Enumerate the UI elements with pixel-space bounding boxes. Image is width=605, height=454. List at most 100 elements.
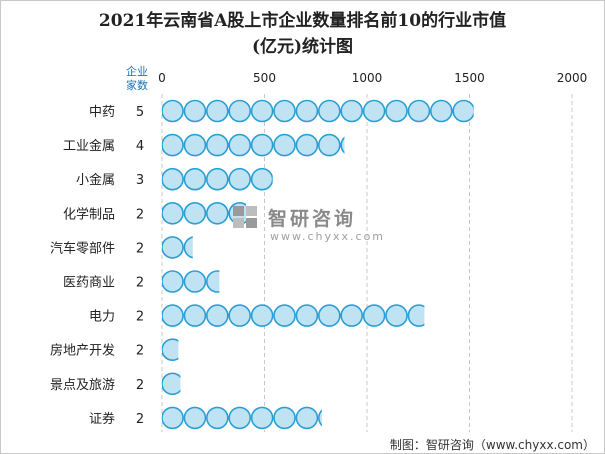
bar-circle-mark	[228, 99, 251, 123]
company-count: 2	[136, 276, 144, 291]
data-bar	[162, 372, 181, 396]
data-bar	[162, 133, 345, 157]
bar-circle-mark	[183, 133, 207, 157]
bar-circle-mark	[228, 133, 251, 157]
company-count: 2	[136, 241, 144, 256]
bar-circle-mark	[295, 406, 319, 430]
company-count: 2	[136, 378, 144, 393]
data-bar	[162, 406, 322, 430]
bar-circle-mark	[295, 99, 319, 123]
bar-circle-mark	[183, 406, 207, 430]
watermark-url: www.chyxx.com	[270, 230, 386, 243]
chart-title: 2021年云南省A股上市企业数量排名前10的行业市值 (亿元)统计图	[0, 8, 605, 60]
data-bar	[162, 338, 179, 361]
bar-circle-mark	[385, 304, 408, 327]
bar-circle-mark	[429, 99, 453, 123]
company-count: 3	[136, 173, 144, 188]
category-label: 房地产开发	[50, 343, 115, 359]
category-label: 工业金属	[63, 138, 115, 154]
category-label: 汽车零部件	[50, 240, 115, 256]
count-header-line2: 家数	[126, 78, 148, 92]
bar-circle-mark	[295, 133, 319, 157]
bar-circle-mark	[250, 167, 273, 191]
bar-circle-mark	[183, 236, 193, 259]
bar-circle-mark	[162, 304, 184, 327]
company-count: 2	[136, 207, 144, 222]
bar-circle-mark	[340, 304, 364, 327]
bar-circle-mark	[452, 99, 474, 123]
category-label: 中药	[89, 105, 115, 120]
bar-circle-mark	[340, 99, 364, 123]
bar-circle-mark	[317, 133, 341, 157]
bar-circle-mark	[183, 167, 207, 191]
bar-circle-mark	[362, 304, 386, 327]
category-label: 证券	[89, 411, 115, 427]
bar-circle-mark	[183, 270, 207, 293]
bar-circle-mark	[162, 236, 184, 259]
bar-circle-mark	[162, 133, 184, 157]
bar-circle-mark	[385, 99, 408, 123]
watermark-text: 智研咨询	[268, 208, 357, 230]
bar-circle-mark	[250, 133, 274, 157]
bar-circle-mark	[162, 270, 184, 293]
bar-circle-mark	[228, 406, 251, 430]
bar-circle-mark	[162, 202, 184, 225]
company-count: 2	[136, 412, 144, 427]
x-tick-label: 1000	[352, 71, 383, 85]
company-count: 4	[136, 139, 144, 154]
chart-title-line1: 2021年云南省A股上市企业数量排名前10的行业市值	[98, 11, 507, 31]
x-tick-label: 0	[158, 71, 166, 85]
bar-circle-mark	[317, 99, 341, 123]
source-footer: 制图：智研咨询（www.chyxx.com）	[389, 438, 595, 452]
bar-circle-mark	[162, 406, 184, 430]
bar-circle-mark	[183, 99, 207, 123]
category-label: 小金属	[76, 172, 115, 188]
bar-circle-mark	[162, 99, 184, 123]
data-bar	[162, 270, 220, 293]
bar-circle-mark	[228, 167, 251, 191]
bar-circle-mark	[295, 304, 319, 327]
bar-circle-mark	[206, 406, 229, 430]
bar-circle-mark	[250, 99, 274, 123]
data-bar	[162, 304, 425, 327]
bar-circle-mark	[407, 304, 425, 327]
data-bar	[162, 236, 193, 259]
bar-circle-mark	[317, 304, 341, 327]
bar-circle-mark	[273, 99, 296, 123]
bar-circle-mark	[228, 304, 251, 327]
bar-circle-mark	[250, 304, 274, 327]
bar-circle-mark	[162, 338, 179, 361]
bar-circle-mark	[162, 167, 184, 191]
x-tick-label: 500	[253, 71, 276, 85]
bar-circle-mark	[340, 136, 345, 154]
bar-circle-mark	[407, 99, 431, 123]
company-count: 2	[136, 310, 144, 325]
x-tick-label: 1500	[454, 71, 485, 85]
bar-circle-mark	[273, 304, 296, 327]
bar-circle-mark	[162, 372, 181, 396]
bar-circle-mark	[273, 133, 296, 157]
data-bar	[162, 99, 474, 123]
chart-title-line2: (亿元)统计图	[251, 37, 354, 57]
bar-circle-mark	[206, 304, 229, 327]
count-header-line1: 企业	[126, 64, 148, 78]
bar-circle-mark	[206, 99, 229, 123]
watermark-logo-icon	[233, 206, 257, 228]
bar-circle-mark	[206, 133, 229, 157]
company-count: 5	[136, 105, 144, 120]
bar-circle-mark	[362, 99, 386, 123]
category-label: 景点及旅游	[50, 378, 115, 393]
bar-circle-mark	[250, 406, 274, 430]
bar-circle-mark	[206, 167, 229, 191]
bar-circle-mark	[183, 202, 207, 225]
category-label: 医药商业	[63, 276, 115, 291]
category-label: 电力	[89, 310, 115, 325]
bar-circle-mark	[183, 304, 207, 327]
data-bar	[162, 167, 273, 191]
bar-circle-mark	[206, 202, 229, 225]
category-label: 化学制品	[63, 206, 115, 222]
watermark: 智研咨询 www.chyxx.com	[232, 203, 383, 243]
x-tick-label: 2000	[557, 71, 588, 85]
